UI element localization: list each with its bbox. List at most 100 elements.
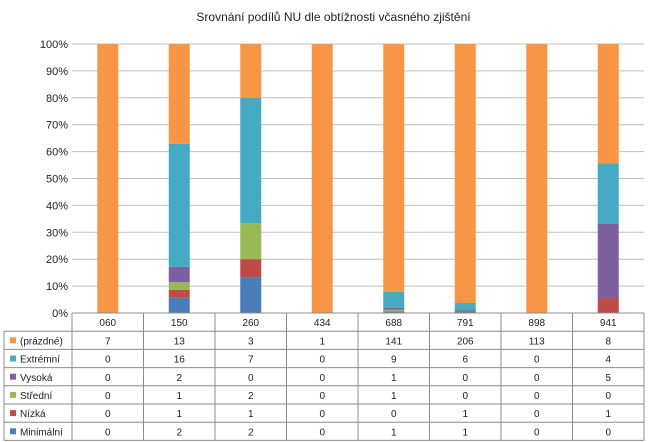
data-label: 1 [391, 373, 397, 384]
data-label: 0 [105, 391, 111, 402]
data-label: 2 [248, 427, 254, 438]
bar-segment-5-5 [454, 44, 476, 303]
legend-swatch [10, 410, 16, 417]
bar-segment-1-2 [168, 282, 190, 290]
x-tick-label: 941 [600, 318, 617, 329]
bar-segment-2-0 [240, 277, 262, 313]
data-label: 16 [174, 355, 186, 366]
data-label: 0 [534, 427, 540, 438]
data-label: 5 [605, 373, 611, 384]
legend-label: Minimální [20, 427, 63, 438]
legend-swatch [10, 428, 16, 435]
y-tick-label: 60% [46, 147, 68, 159]
bar-segment-2-4 [240, 97, 262, 224]
bar-segment-2-1 [240, 259, 262, 278]
data-label: 0 [534, 355, 540, 366]
data-label: 1 [391, 391, 397, 402]
legend-label: (prázdné) [20, 336, 63, 347]
x-tick-label: 150 [171, 318, 188, 329]
data-label: 0 [319, 427, 325, 438]
data-label: 0 [462, 391, 468, 402]
data-label: 6 [462, 355, 468, 366]
legend-swatch [10, 355, 16, 362]
bar-segment-4-2 [383, 309, 405, 312]
bar-segment-1-3 [168, 266, 190, 283]
bar-segment-4-3 [383, 307, 405, 310]
data-label: 0 [105, 373, 111, 384]
data-label: 0 [105, 409, 111, 420]
bar-segment-4-5 [383, 44, 405, 292]
bar-segment-1-5 [168, 44, 190, 144]
data-label: 7 [248, 355, 254, 366]
data-label: 1 [462, 427, 468, 438]
data-label: 2 [176, 427, 182, 438]
bar-segment-2-2 [240, 223, 262, 260]
bar-segment-5-4 [454, 302, 476, 311]
bar-segment-2-5 [240, 44, 262, 98]
bar-segment-5-0 [454, 311, 476, 313]
bar-segment-7-3 [597, 223, 619, 299]
data-label: 0 [534, 409, 540, 420]
x-tick-label: 898 [528, 318, 545, 329]
data-label: 1 [248, 409, 254, 420]
data-label: 8 [605, 336, 611, 347]
data-label: 0 [319, 391, 325, 402]
data-label: 1 [462, 409, 468, 420]
bar-segment-0-5 [97, 44, 119, 313]
data-label: 0 [462, 373, 468, 384]
data-label: 1 [319, 336, 325, 347]
legend-label: Extrémní [20, 355, 60, 366]
data-label: 0 [319, 373, 325, 384]
data-label: 0 [319, 355, 325, 366]
x-tick-label: 260 [242, 318, 259, 329]
y-tick-label: 70% [46, 120, 68, 132]
data-label: 0 [391, 409, 397, 420]
data-label: 0 [319, 409, 325, 420]
data-label: 0 [534, 373, 540, 384]
legend-label: Nízká [20, 409, 46, 420]
x-tick-label: 434 [314, 318, 331, 329]
bar-segment-4-4 [383, 291, 405, 308]
bar-segment-7-4 [597, 163, 619, 224]
y-tick-label: 20% [46, 254, 68, 266]
data-label: 141 [385, 336, 402, 347]
data-label: 7 [105, 336, 111, 347]
data-label: 1 [176, 391, 182, 402]
data-label: 1 [391, 427, 397, 438]
chart-title: Srovnání podílů NU dle obtížnosti včasné… [196, 10, 471, 24]
bar-segment-4-0 [383, 311, 405, 313]
data-label: 0 [248, 373, 254, 384]
bar-segment-7-1 [597, 298, 619, 313]
x-tick-label: 060 [99, 318, 116, 329]
y-tick-label: 50% [46, 174, 68, 186]
data-label: 0 [605, 391, 611, 402]
data-label: 1 [605, 409, 611, 420]
bar-segment-6-5 [526, 44, 548, 313]
legend-swatch [10, 391, 16, 398]
legend-swatch [10, 337, 16, 344]
y-tick-label: 80% [46, 93, 68, 105]
data-label: 0 [105, 355, 111, 366]
y-tick-label: 40% [46, 200, 68, 212]
bar-segment-5-1 [454, 310, 476, 312]
data-label: 4 [605, 355, 611, 366]
data-label: 2 [176, 373, 182, 384]
bar-segment-1-0 [168, 297, 190, 313]
y-tick-label: 0% [52, 308, 68, 320]
data-label: 3 [248, 336, 254, 347]
bar-segment-1-4 [168, 143, 190, 267]
y-tick-label: 10% [46, 281, 68, 293]
legend-swatch [10, 373, 16, 380]
data-label: 1 [176, 409, 182, 420]
data-label: 13 [174, 336, 186, 347]
data-label: 113 [529, 336, 545, 347]
data-label: 0 [105, 427, 111, 438]
data-label: 0 [534, 391, 540, 402]
y-tick-label: 100% [40, 39, 68, 51]
data-label: 2 [248, 391, 254, 402]
legend-label: Vysoká [20, 373, 53, 384]
y-tick-label: 30% [46, 227, 68, 239]
x-tick-label: 791 [457, 318, 474, 329]
data-label: 0 [605, 427, 611, 438]
